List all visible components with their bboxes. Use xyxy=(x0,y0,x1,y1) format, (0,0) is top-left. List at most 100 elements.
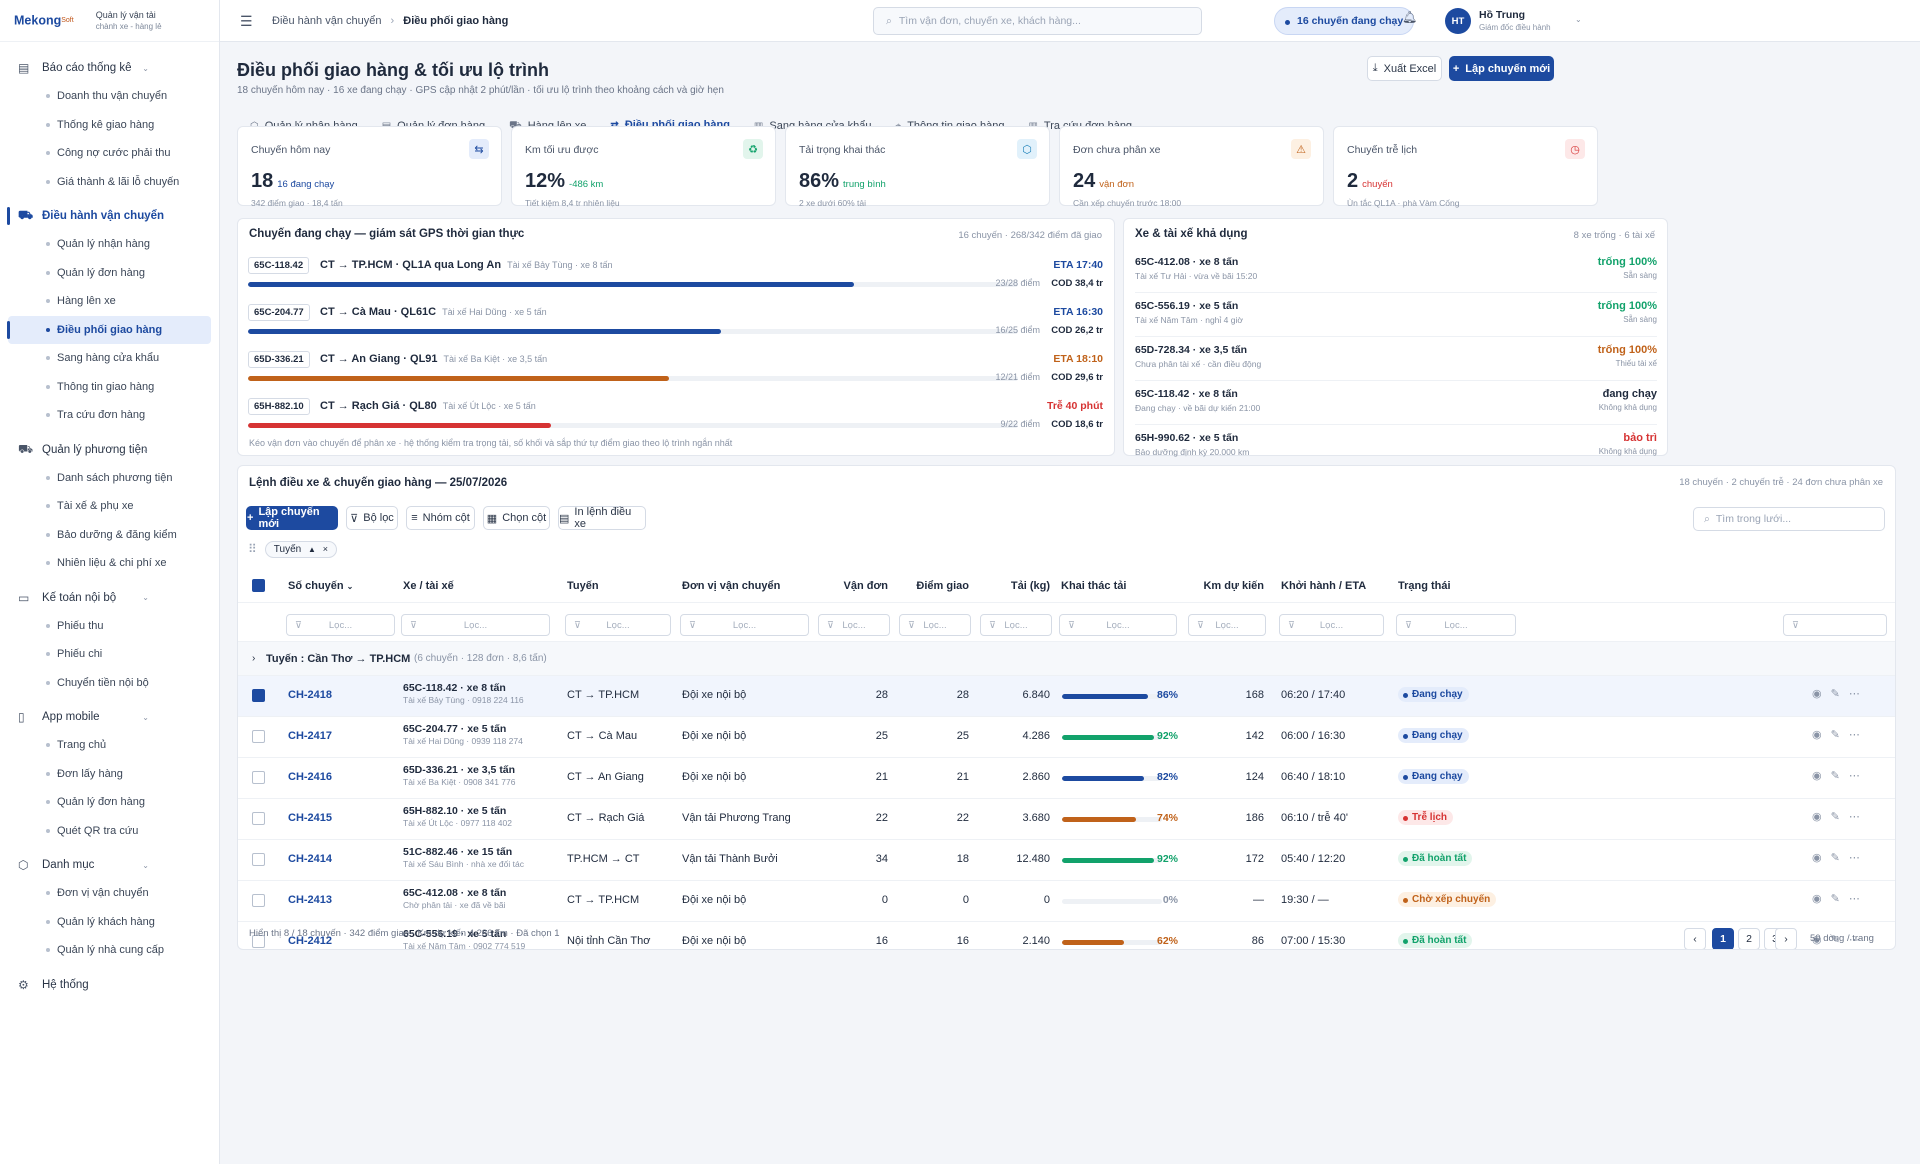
trip-id-link[interactable]: CH-2416 xyxy=(288,771,333,783)
sidebar-item[interactable]: Quản lý nhà cung cấp xyxy=(0,936,219,965)
sidebar-item[interactable]: Công nợ cước phải thu xyxy=(0,139,219,168)
sidebar-item[interactable]: Quản lý nhận hàng xyxy=(0,230,219,259)
column-header[interactable]: Km dự kiến xyxy=(1203,580,1264,592)
sidebar-section[interactable]: ⛟ Điều hành vận chuyển ⌄ xyxy=(0,202,219,230)
edit-icon[interactable]: ✎ xyxy=(1830,770,1849,782)
sidebar-item[interactable]: Quản lý đơn hàng xyxy=(0,259,219,288)
sidebar-item[interactable]: Danh sách phương tiện xyxy=(0,464,219,493)
more-icon[interactable]: ⋯ xyxy=(1848,852,1869,864)
column-header[interactable]: Số chuyến ⌄ xyxy=(288,580,354,592)
edit-icon[interactable]: ✎ xyxy=(1830,729,1849,741)
global-search[interactable]: ⌕ Tìm vận đơn, chuyến xe, khách hàng... xyxy=(873,7,1202,35)
column-header[interactable]: Xe / tài xế xyxy=(403,580,454,592)
trip-id-link[interactable]: CH-2417 xyxy=(288,730,333,742)
grid-create-trip-button[interactable]: + Lập chuyến mới xyxy=(246,506,338,530)
sidebar-item[interactable]: Trang chủ xyxy=(0,731,219,760)
sidebar-item[interactable]: Sang hàng cửa khẩu xyxy=(0,344,219,373)
column-filter-input[interactable]: ⊽ Lọc... xyxy=(980,614,1052,636)
sidebar-item[interactable]: Quét QR tra cứu xyxy=(0,817,219,846)
column-filter-input[interactable]: ⊽ Lọc... xyxy=(1279,614,1384,636)
row-checkbox[interactable] xyxy=(252,730,265,743)
filter-button[interactable]: ⊽ Bộ lọc xyxy=(346,506,398,530)
choose-columns-button[interactable]: ▦ Chọn cột xyxy=(483,506,550,530)
sidebar-item[interactable]: Tra cứu đơn hàng xyxy=(0,401,219,430)
eye-icon[interactable]: ◉ xyxy=(1812,811,1831,823)
row-checkbox[interactable] xyxy=(252,812,265,825)
eye-icon[interactable]: ◉ xyxy=(1812,934,1831,946)
sidebar-section[interactable]: ⚙ Hệ thống xyxy=(0,971,219,999)
group-row[interactable]: › Tuyến : Cần Thơ → TP.HCM (6 chuyến · 1… xyxy=(238,641,1895,676)
eye-icon[interactable]: ◉ xyxy=(1812,688,1831,700)
sidebar-item[interactable]: Quản lý khách hàng xyxy=(0,908,219,937)
pagination-prev[interactable]: ‹ xyxy=(1684,928,1706,949)
edit-icon[interactable]: ✎ xyxy=(1830,688,1849,700)
table-row[interactable]: CH-2417 65C-204.77 · xe 5 tấn Tài xế Hai D… xyxy=(238,717,1895,758)
column-filter-input[interactable]: ⊽ Lọc... xyxy=(680,614,809,636)
page-size[interactable]: 50 dòng / trang xyxy=(1810,933,1874,944)
pagination-next[interactable]: › xyxy=(1775,928,1797,949)
sidebar-item[interactable]: Nhiên liệu & chi phí xe xyxy=(0,549,219,578)
vehicle-row[interactable]: 65C-556.19 · xe 5 tấn Tài xế Năm Tâm · ng… xyxy=(1135,293,1657,337)
column-header[interactable]: Vận đơn xyxy=(843,580,889,592)
trip-id-link[interactable]: CH-2418 xyxy=(288,689,333,701)
sidebar-item[interactable]: Phiếu thu xyxy=(0,612,219,641)
bell-icon[interactable]: 🔔︎ xyxy=(1402,10,1418,24)
table-row[interactable]: CH-2413 65C-412.08 · xe 8 tấn Chờ phân tải… xyxy=(238,881,1895,922)
more-icon[interactable]: ⋯ xyxy=(1848,811,1869,823)
more-icon[interactable]: ⋯ xyxy=(1848,893,1869,905)
column-header[interactable]: Trạng thái xyxy=(1398,580,1451,592)
column-filter-input[interactable]: ⊽ xyxy=(1783,614,1887,636)
brand[interactable]: MekongSoft Quản lý vận tải chành xe - hàn… xyxy=(0,0,219,42)
pagination-page[interactable]: 2 xyxy=(1738,928,1760,949)
table-row[interactable]: CH-2416 65D-336.21 · xe 3,5 tấn Tài xế Ba … xyxy=(238,758,1895,799)
sidebar-section[interactable]: ▭ Kế toán nội bộ ⌄ xyxy=(0,584,219,612)
sidebar-section[interactable]: ⬡ Danh mục ⌄ xyxy=(0,851,219,879)
column-filter-input[interactable]: ⊽ Lọc... xyxy=(1059,614,1177,636)
sidebar-item[interactable]: Thống kê giao hàng xyxy=(0,111,219,140)
table-row[interactable]: CH-2414 51C-882.46 · xe 15 tấn Tài xế Sáu … xyxy=(238,840,1895,881)
trip-id-link[interactable]: CH-2413 xyxy=(288,894,333,906)
more-icon[interactable]: ⋯ xyxy=(1848,688,1869,700)
trip-id-link[interactable]: CH-2415 xyxy=(288,812,333,824)
row-checkbox[interactable] xyxy=(252,853,265,866)
edit-icon[interactable]: ✎ xyxy=(1830,934,1849,946)
row-checkbox[interactable] xyxy=(252,771,265,784)
trip-row[interactable]: 65H-882.10 CT → Rạch Giá · QL80 Tài xế Út … xyxy=(248,396,1103,446)
sidebar-section[interactable]: ▤ Báo cáo thống kê ⌄ xyxy=(0,54,219,82)
trip-id-link[interactable]: CH-2414 xyxy=(288,853,333,865)
sidebar-item[interactable]: Chuyển tiền nội bộ xyxy=(0,669,219,698)
row-checkbox[interactable] xyxy=(252,689,265,702)
sidebar-section[interactable]: ⛟ Quản lý phương tiện ⌄ xyxy=(0,436,219,464)
table-row[interactable]: CH-2412 65C-556.19 · xe 5 tấn Tài xế Năm T… xyxy=(238,922,1895,949)
row-checkbox[interactable] xyxy=(252,935,265,948)
column-filter-input[interactable]: ⊽ Lọc... xyxy=(899,614,971,636)
trip-row[interactable]: 65C-204.77 CT → Cà Mau · QL61C Tài xế Hai … xyxy=(248,302,1103,352)
column-header[interactable]: Khai thác tải xyxy=(1061,580,1127,592)
vehicle-row[interactable]: 65C-412.08 · xe 8 tấn Tài xế Tư Hải · vừa… xyxy=(1135,249,1657,293)
vehicle-row[interactable]: 65C-118.42 · xe 8 tấn Đang chạy · về bãi … xyxy=(1135,381,1657,425)
column-header[interactable]: Tuyến xyxy=(567,580,599,592)
vehicle-row[interactable]: 65D-728.34 · xe 3,5 tấn Chưa phân tài xế … xyxy=(1135,337,1657,381)
column-filter-input[interactable]: ⊽ Lọc... xyxy=(1396,614,1516,636)
export-excel-button[interactable]: ⤓ Xuất Excel xyxy=(1367,56,1442,81)
trip-id-link[interactable]: CH-2412 xyxy=(288,935,333,947)
column-filter-input[interactable]: ⊽ Lọc... xyxy=(818,614,890,636)
live-trips-pill[interactable]: 16 chuyến đang chạy xyxy=(1274,7,1415,35)
edit-icon[interactable]: ✎ xyxy=(1830,811,1849,823)
create-trip-button[interactable]: + Lập chuyến mới xyxy=(1449,56,1554,81)
table-row[interactable]: CH-2418 65C-118.42 · xe 8 tấn Tài xế Bảy T… xyxy=(238,676,1895,717)
column-header[interactable]: Đơn vị vận chuyển xyxy=(682,580,781,592)
sidebar-item[interactable]: Giá thành & lãi lỗ chuyến xyxy=(0,168,219,197)
group-chip[interactable]: Tuyến ▲ × xyxy=(264,540,337,558)
edit-icon[interactable]: ✎ xyxy=(1830,852,1849,864)
trip-row[interactable]: 65D-336.21 CT → An Giang · QL91 Tài xế Ba … xyxy=(248,349,1103,399)
table-row[interactable]: CH-2415 65H-882.10 · xe 5 tấn Tài xế Út Lộ… xyxy=(238,799,1895,840)
sidebar-item[interactable]: Doanh thu vận chuyển xyxy=(0,82,219,111)
sidebar-item[interactable]: Tài xế & phụ xe xyxy=(0,492,219,521)
sidebar-item[interactable]: Phiếu chi xyxy=(0,640,219,669)
grid-search-input[interactable]: ⌕ Tìm trong lưới... xyxy=(1693,507,1885,531)
column-filter-input[interactable]: ⊽ Lọc... xyxy=(565,614,671,636)
column-filter-input[interactable]: ⊽ Lọc... xyxy=(286,614,395,636)
sidebar-item[interactable]: Quản lý đơn hàng xyxy=(0,788,219,817)
breadcrumb-parent[interactable]: Điều hành vận chuyển xyxy=(272,15,382,27)
